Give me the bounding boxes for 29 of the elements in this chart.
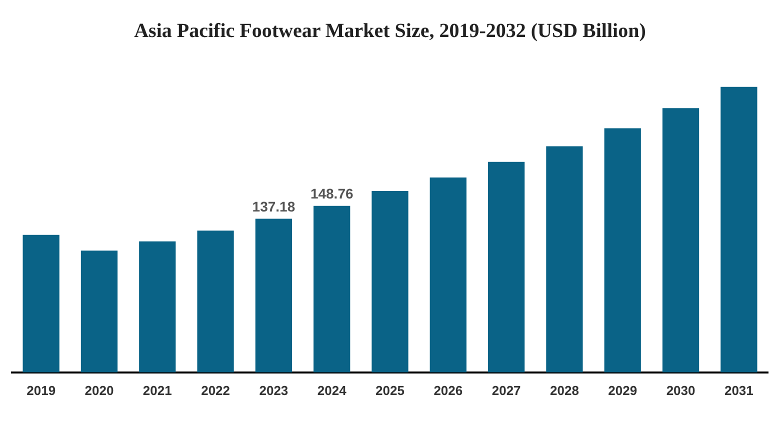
- x-tick-label: 2025: [376, 382, 404, 398]
- bar: [546, 146, 583, 372]
- x-tick-label: 2024: [317, 382, 348, 398]
- bar: [314, 206, 350, 372]
- bar: [720, 86, 758, 372]
- data-label: 137.18: [252, 198, 296, 215]
- bar: [22, 234, 60, 372]
- bar: [80, 250, 118, 372]
- bar: [488, 162, 525, 372]
- bar: [430, 178, 466, 372]
- bar: [372, 190, 408, 372]
- chart-title: Asia Pacific Footwear Market Size, 2019-2032 (USD Billion): [134, 20, 646, 42]
- bar: [662, 108, 700, 372]
- data-label: 148.76: [310, 186, 354, 202]
- x-tick-label: 2028: [550, 382, 579, 398]
- x-tick-label: 2023: [259, 382, 288, 398]
- x-tick-label: 2026: [434, 382, 463, 398]
- x-tick-label: 2030: [666, 382, 696, 398]
- x-tick-label: 2021: [142, 382, 172, 398]
- bar: [139, 241, 176, 372]
- bar: [604, 128, 641, 372]
- x-tick-label: 2020: [84, 382, 114, 398]
- x-tick-label: 2022: [201, 382, 230, 398]
- bar: [255, 218, 292, 372]
- x-tick-label: 2029: [608, 382, 638, 398]
- x-tick-label: 2019: [26, 382, 56, 398]
- bar: [197, 230, 234, 372]
- x-tick-label: 2027: [492, 382, 521, 398]
- x-tick-label: 2031: [724, 382, 754, 398]
